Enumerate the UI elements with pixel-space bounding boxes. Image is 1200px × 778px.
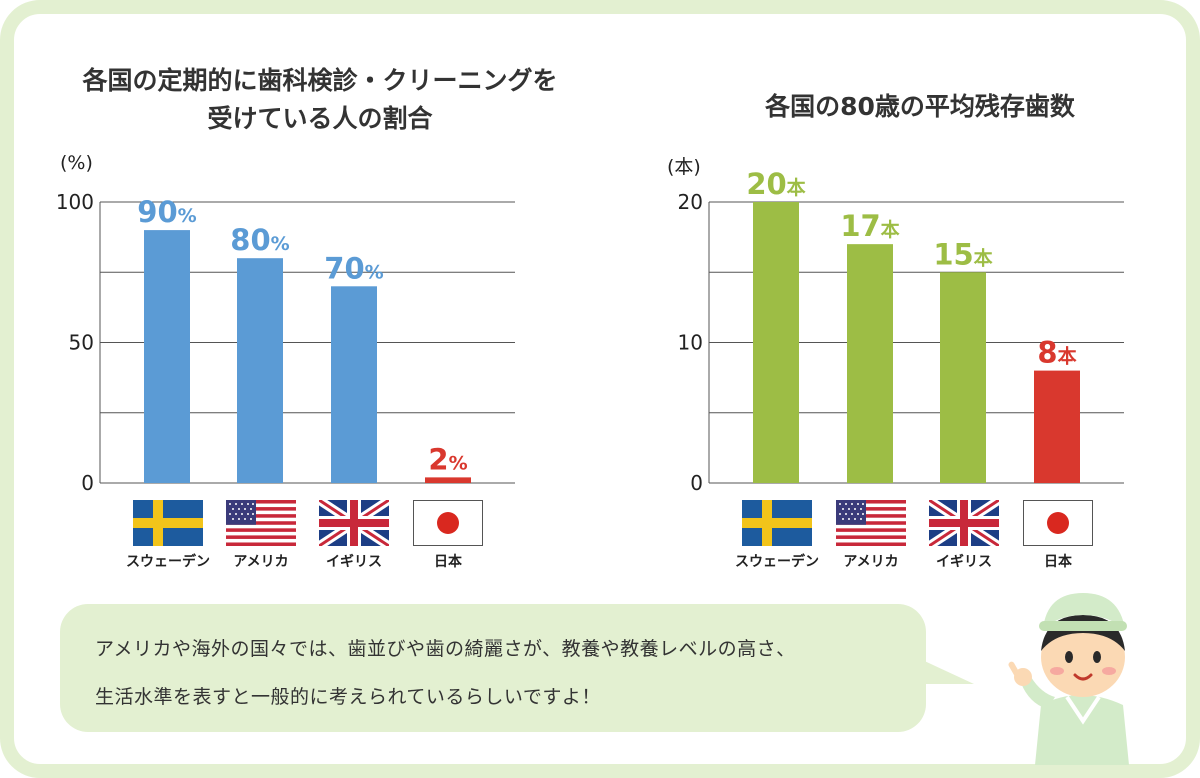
uk-flag-icon: [929, 500, 999, 546]
data-label: 70%: [324, 251, 383, 285]
note-line1: アメリカや海外の国々では、歯並びや歯の綺麗さが、教養や教養レベルの高さ、: [95, 638, 796, 660]
country-label-japan: 日本: [434, 554, 462, 570]
country-label-uk: イギリス: [936, 554, 992, 570]
speech-bubble: [60, 604, 926, 732]
right-chart-title: 各国の80歳の平均残存歯数: [765, 92, 1075, 121]
note-line2: 生活水準を表すと一般的に考えられているらしいですよ！: [95, 686, 601, 708]
country-label-sweden: スウェーデン: [735, 554, 819, 570]
nurse-character-icon: [1008, 593, 1129, 765]
left-chart-title-line2: 受けている人の割合: [207, 104, 433, 133]
country-label-usa: アメリカ: [843, 554, 899, 570]
y-tick-label: 50: [69, 331, 94, 355]
country-label-uk: イギリス: [326, 554, 382, 570]
y-tick-label: 100: [56, 190, 94, 214]
left-chart-title: 各国の定期的に歯科検診・クリーニングを 受けている人の割合: [40, 62, 600, 138]
data-label: 15本: [933, 237, 992, 271]
right-chart-unit: (本): [667, 156, 701, 178]
left-chart-unit: (%): [60, 152, 93, 174]
bar: [1034, 370, 1080, 483]
y-tick-label: 0: [81, 471, 94, 495]
y-tick-label: 0: [690, 471, 703, 495]
japan-flag-icon: [1023, 500, 1093, 546]
sweden-flag-icon: [133, 500, 203, 546]
country-label-usa: アメリカ: [233, 554, 289, 570]
country-label-japan: 日本: [1044, 554, 1072, 570]
data-label: 90%: [137, 195, 196, 229]
bar: [237, 258, 283, 483]
left-chart-title-line1: 各国の定期的に歯科検診・クリーニングを: [82, 66, 558, 95]
sweden-flag-icon: [742, 500, 812, 546]
data-label: 20本: [746, 167, 805, 201]
bar: [940, 272, 986, 483]
usa-flag-icon: [226, 500, 296, 546]
data-label: 2%: [428, 442, 467, 476]
usa-flag-icon: [836, 500, 906, 546]
data-label: 17本: [840, 209, 899, 243]
japan-flag-icon: [413, 500, 483, 546]
bar: [144, 230, 190, 483]
y-tick-label: 10: [678, 331, 703, 355]
bar: [847, 244, 893, 483]
country-label-sweden: スウェーデン: [126, 554, 210, 570]
data-label: 8本: [1037, 336, 1076, 370]
speech-bubble-tail: [918, 658, 974, 684]
bar: [331, 286, 377, 483]
bar: [753, 202, 799, 483]
data-label: 80%: [230, 223, 289, 257]
uk-flag-icon: [319, 500, 389, 546]
bar: [425, 477, 471, 483]
y-tick-label: 20: [678, 190, 703, 214]
